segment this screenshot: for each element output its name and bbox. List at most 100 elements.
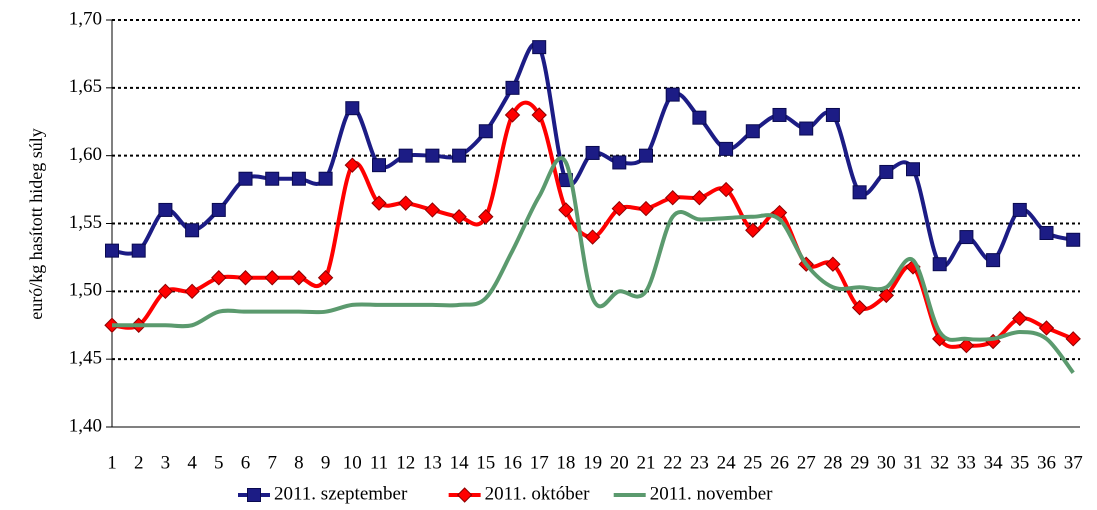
y-tick-label: 1,45	[69, 348, 102, 369]
x-tick-label: 30	[877, 452, 896, 473]
x-tick-label: 19	[583, 452, 602, 473]
x-tick-label: 17	[530, 452, 549, 473]
marker	[665, 87, 680, 102]
marker	[906, 162, 920, 177]
series	[112, 156, 1075, 374]
x-tick-label: 3	[161, 452, 171, 473]
marker	[157, 283, 174, 300]
marker	[504, 107, 521, 123]
marker	[772, 107, 787, 122]
x-tick-label: 18	[556, 452, 575, 473]
marker	[692, 110, 707, 125]
x-tick-label: 1	[107, 452, 117, 473]
marker	[238, 171, 253, 186]
marker	[585, 145, 600, 160]
marker	[879, 164, 894, 179]
marker	[291, 270, 307, 286]
x-tick-label: 22	[663, 452, 682, 473]
x-tick-label: 7	[267, 452, 277, 473]
marker	[247, 488, 261, 502]
marker	[1012, 202, 1027, 217]
x-tick-label: 34	[984, 452, 1004, 473]
marker	[745, 222, 761, 238]
marker	[185, 223, 200, 238]
y-tick-label: 1,60	[69, 144, 102, 165]
marker	[584, 229, 601, 245]
x-tick-label: 15	[476, 452, 495, 473]
marker	[211, 202, 226, 217]
marker	[531, 107, 547, 123]
y-tick-label: 1,50	[69, 280, 102, 301]
marker	[345, 101, 360, 116]
marker	[424, 202, 441, 218]
marker	[986, 253, 1001, 268]
x-tick-label: 33	[957, 452, 976, 473]
x-tick-label: 27	[797, 452, 816, 473]
legend-label: 2011. szeptember	[274, 483, 408, 504]
x-tick-label: 35	[1010, 452, 1029, 473]
marker	[131, 243, 146, 258]
marker	[265, 171, 280, 186]
x-tick-label: 8	[294, 452, 304, 473]
x-tick-label: 29	[850, 452, 869, 473]
x-tick-label: 36	[1037, 452, 1056, 473]
series	[104, 100, 1081, 354]
x-tick-label: 28	[823, 452, 842, 473]
marker	[397, 195, 414, 211]
y-axis-label: euró/kg hasított hideg súly	[26, 128, 46, 319]
x-tick-label: 25	[743, 452, 762, 473]
y-tick-label: 1,55	[69, 212, 102, 233]
marker	[371, 195, 387, 211]
x-tick-label: 20	[610, 452, 629, 473]
marker	[745, 124, 760, 139]
x-tick-label: 32	[930, 452, 949, 473]
x-tick-label: 26	[770, 452, 789, 473]
marker	[959, 230, 974, 245]
marker	[451, 209, 467, 225]
marker	[611, 200, 628, 217]
x-tick-label: 31	[904, 452, 923, 473]
marker	[237, 270, 254, 286]
y-tick-label: 1,65	[69, 76, 102, 97]
marker	[852, 185, 867, 200]
marker	[184, 283, 200, 300]
x-tick-label: 10	[343, 452, 362, 473]
legend-item: 2011. szeptember	[238, 483, 408, 504]
marker	[1039, 225, 1054, 240]
marker	[264, 270, 280, 286]
x-tick-label: 6	[241, 452, 251, 473]
x-tick-label: 37	[1064, 452, 1083, 473]
marker	[1066, 232, 1081, 247]
marker	[932, 257, 947, 272]
marker	[825, 256, 841, 272]
x-tick-label: 21	[637, 452, 656, 473]
marker	[452, 148, 467, 163]
series-line	[112, 156, 1075, 374]
marker	[372, 158, 386, 173]
legend-label: 2011. október	[485, 483, 591, 504]
series	[105, 40, 1081, 272]
x-tick-label: 14	[450, 452, 470, 473]
marker	[211, 270, 227, 286]
x-tick-label: 16	[503, 452, 522, 473]
marker	[719, 141, 734, 156]
marker	[718, 181, 734, 198]
marker	[398, 148, 413, 163]
marker	[958, 337, 975, 354]
x-tick-label: 9	[321, 452, 331, 473]
marker	[799, 121, 814, 136]
marker	[1065, 331, 1081, 347]
marker	[532, 40, 547, 55]
marker	[558, 202, 574, 218]
marker	[291, 171, 306, 186]
marker	[851, 299, 868, 316]
marker	[664, 190, 681, 206]
marker	[317, 270, 334, 286]
marker	[1038, 320, 1055, 336]
x-tick-label: 5	[214, 452, 224, 473]
legend-item: 2011. november	[613, 483, 773, 504]
marker	[158, 202, 173, 217]
marker	[318, 171, 333, 186]
marker	[825, 107, 840, 122]
